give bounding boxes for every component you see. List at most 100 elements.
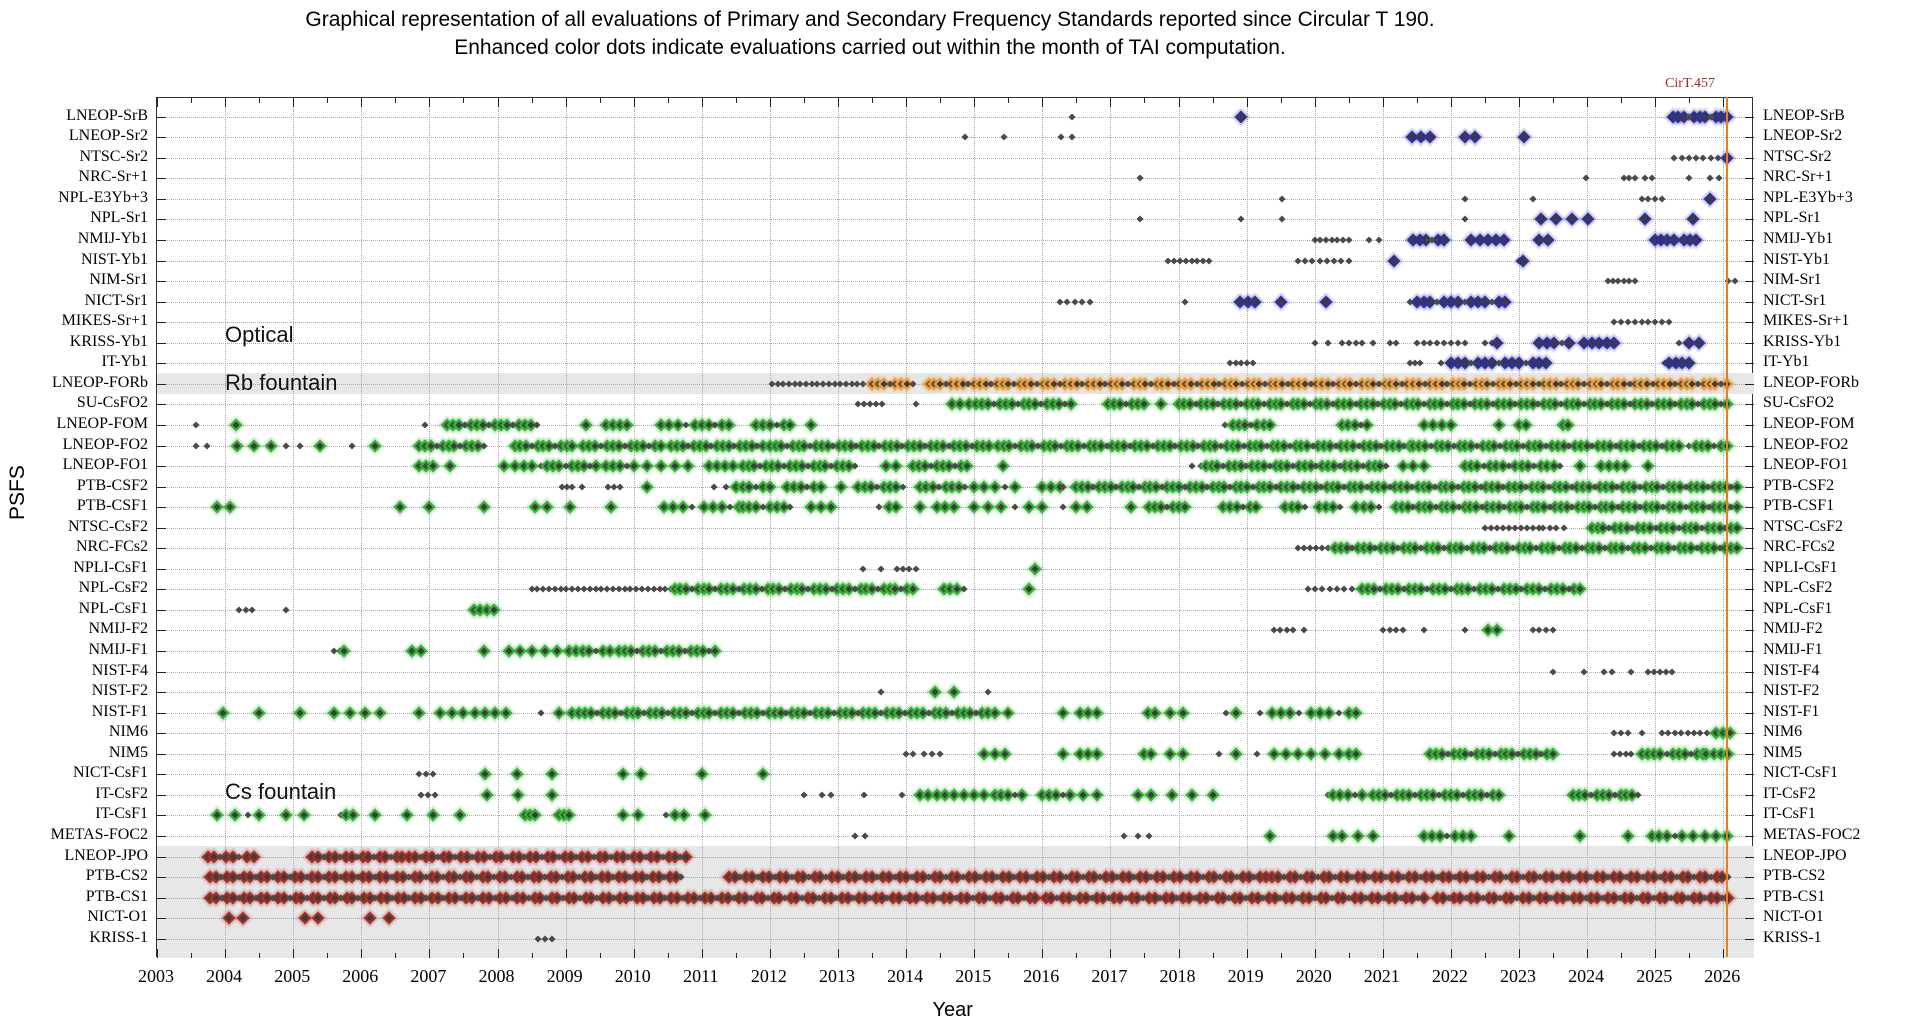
row-gridline bbox=[157, 568, 1754, 570]
y-tick-right bbox=[1745, 260, 1754, 262]
data-point bbox=[1529, 195, 1537, 203]
y-tick-left bbox=[157, 342, 166, 344]
row-label-right: NPL-CsF1 bbox=[1763, 599, 1833, 617]
data-point bbox=[412, 706, 426, 720]
x-tick-top bbox=[1587, 98, 1589, 107]
row-label-left: NPL-E3Yb+3 bbox=[58, 188, 148, 206]
data-point bbox=[1703, 192, 1717, 206]
row-label-left: NTSC-CsF2 bbox=[67, 517, 148, 535]
data-point bbox=[909, 750, 917, 758]
x-tick-top bbox=[872, 98, 874, 103]
data-point bbox=[698, 809, 712, 822]
row-label-right: NIM6 bbox=[1763, 723, 1803, 741]
data-point bbox=[984, 688, 992, 696]
y-tick-right bbox=[1745, 794, 1754, 796]
data-point bbox=[654, 459, 668, 473]
x-tick-bottom bbox=[327, 953, 329, 958]
y-tick-left bbox=[157, 281, 166, 283]
data-point bbox=[1163, 706, 1177, 720]
y-tick-right bbox=[1745, 507, 1754, 509]
x-tick-bottom bbox=[701, 949, 703, 958]
data-point bbox=[1215, 750, 1223, 758]
data-point bbox=[510, 767, 523, 781]
row-label-right: IT-CsF2 bbox=[1763, 784, 1816, 802]
data-point bbox=[1068, 133, 1076, 141]
data-point bbox=[1685, 154, 1693, 162]
y-tick-left bbox=[157, 692, 166, 694]
y-tick-left bbox=[157, 527, 166, 529]
y-tick-left bbox=[157, 240, 166, 241]
data-point bbox=[1035, 500, 1049, 514]
data-point bbox=[1008, 480, 1022, 493]
row-label-right: IT-Yb1 bbox=[1763, 353, 1810, 371]
x-tick-bottom bbox=[1280, 953, 1282, 958]
data-point bbox=[1369, 339, 1377, 347]
x-tick-label: 2012 bbox=[750, 966, 787, 986]
row-gridline bbox=[157, 424, 1754, 426]
row-label-right: NTSC-Sr2 bbox=[1763, 147, 1832, 165]
x-tick-bottom bbox=[1416, 953, 1418, 958]
row-label-right: NMIJ-F2 bbox=[1763, 620, 1823, 638]
data-point bbox=[1437, 359, 1445, 367]
row-gridline bbox=[157, 219, 1754, 221]
data-point bbox=[478, 767, 492, 781]
row-label-left: PTB-CSF2 bbox=[76, 476, 148, 494]
x-tick-bottom bbox=[463, 953, 465, 958]
data-point bbox=[511, 788, 525, 802]
data-point bbox=[192, 441, 201, 450]
data-point bbox=[640, 480, 654, 493]
x-tick-top bbox=[1689, 98, 1691, 103]
data-point bbox=[1345, 236, 1353, 244]
data-point bbox=[1549, 626, 1557, 634]
row-label-right: MIKES-Sr+1 bbox=[1763, 312, 1850, 330]
data-point bbox=[1416, 359, 1424, 367]
row-label-right: NPL-E3Yb+3 bbox=[1763, 188, 1853, 206]
data-point bbox=[1068, 113, 1076, 121]
row-label-left: NICT-CsF1 bbox=[73, 764, 148, 782]
data-point bbox=[1181, 298, 1189, 306]
data-point bbox=[960, 585, 968, 593]
row-gridline bbox=[157, 938, 1754, 940]
data-point bbox=[393, 500, 407, 514]
x-tick-top bbox=[1314, 98, 1316, 107]
row-label-left: NIST-F4 bbox=[91, 661, 148, 679]
row-label-right: LNEOP-FORb bbox=[1763, 373, 1860, 391]
data-point bbox=[477, 644, 491, 658]
x-tick-top bbox=[429, 98, 431, 107]
row-gridline bbox=[157, 342, 1754, 344]
data-point bbox=[1304, 585, 1312, 593]
data-point bbox=[1541, 233, 1554, 247]
data-point bbox=[248, 606, 256, 614]
y-tick-right bbox=[1745, 609, 1754, 611]
row-label-left: NPL-CsF2 bbox=[78, 579, 148, 597]
x-tick-label: 2020 bbox=[1295, 966, 1332, 986]
data-point bbox=[1144, 832, 1153, 840]
y-tick-right bbox=[1745, 938, 1754, 940]
data-point bbox=[545, 767, 559, 781]
group-annotation: Cs fountain bbox=[225, 779, 337, 804]
data-point bbox=[1022, 582, 1036, 596]
row-gridline bbox=[157, 178, 1754, 180]
x-tick-bottom bbox=[838, 949, 839, 958]
data-point bbox=[499, 706, 513, 720]
data-point bbox=[1136, 215, 1144, 223]
data-point bbox=[1249, 359, 1257, 367]
data-point bbox=[1641, 174, 1649, 182]
x-tick-top bbox=[667, 98, 669, 103]
plot-area bbox=[156, 97, 1754, 958]
data-point bbox=[431, 791, 439, 799]
row-label-left: NICT-Sr1 bbox=[84, 291, 148, 309]
row-label-left: NPLI-CsF1 bbox=[73, 558, 148, 576]
row-label-right: NIM-Sr1 bbox=[1763, 271, 1822, 289]
data-point bbox=[579, 418, 593, 432]
x-axis-label: Year bbox=[932, 999, 973, 1021]
row-label-left: METAS-FOC2 bbox=[50, 825, 148, 843]
data-point bbox=[1490, 336, 1503, 350]
data-point bbox=[1333, 585, 1341, 593]
row-label-left: SU-CsFO2 bbox=[76, 394, 148, 412]
row-gridline bbox=[157, 774, 1754, 776]
data-point bbox=[1144, 747, 1158, 761]
data-point bbox=[216, 706, 230, 720]
data-point bbox=[1638, 213, 1652, 226]
y-tick-left bbox=[157, 301, 166, 303]
